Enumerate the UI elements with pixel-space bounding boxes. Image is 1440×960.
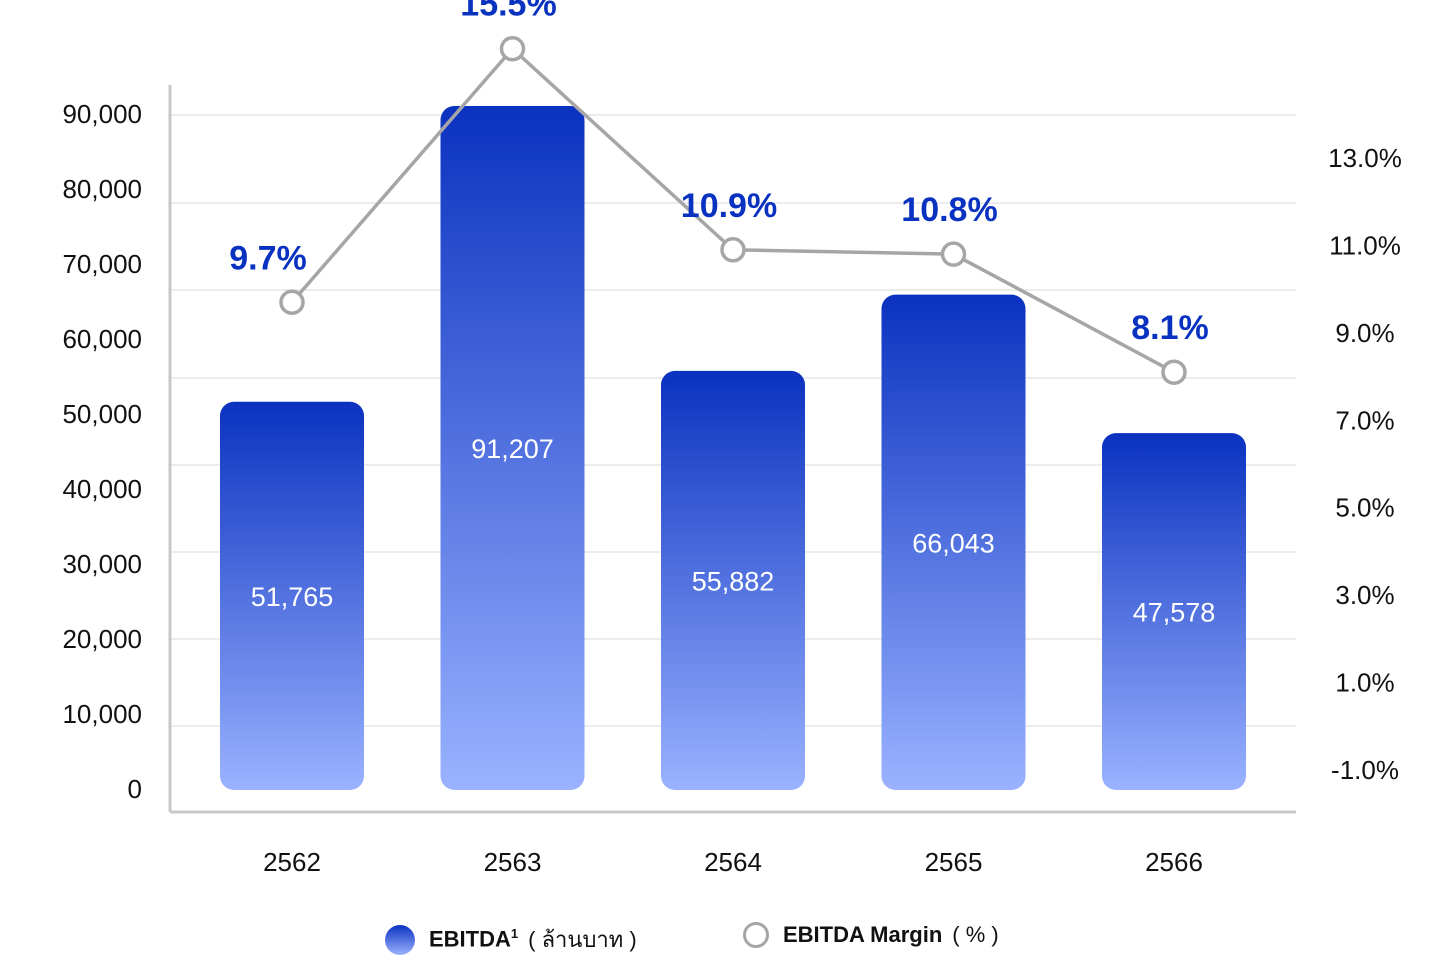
y-right-tick-label: 3.0% — [1335, 580, 1394, 610]
chart-legend: EBITDA1 ( ล้านบาท ) EBITDA Margin ( % ) — [0, 912, 1440, 960]
x-tick-label: 2566 — [1145, 847, 1203, 877]
legend-line-swatch — [743, 922, 769, 948]
y-left-tick-label: 20,000 — [62, 624, 142, 654]
bar-2562 — [220, 401, 364, 790]
y-right-tick-label: -1.0% — [1331, 755, 1399, 785]
y-left-tick-label: 0 — [128, 774, 142, 804]
bar-value-label: 91,207 — [471, 434, 554, 464]
y-left-tick-label: 80,000 — [62, 174, 142, 204]
y-left-tick-label: 60,000 — [62, 324, 142, 354]
bar-2565 — [881, 294, 1026, 790]
y-left-tick-label: 70,000 — [62, 249, 142, 279]
legend-margin-unit: ( % ) — [952, 922, 999, 947]
y-left-tick-label: 30,000 — [62, 549, 142, 579]
y-right-tick-label: 11.0% — [1329, 230, 1401, 260]
margin-value-label: 15.5% — [460, 0, 556, 24]
y-right-tick-label: 13.0% — [1328, 143, 1402, 173]
chart-canvas: 0 10,000 20,000 30,000 40,000 50,000 60,000 70,… — [62, 0, 1402, 877]
margin-value-label: 10.8% — [901, 191, 997, 229]
bar-value-label: 66,043 — [912, 528, 995, 558]
y-right-tick-label: 9.0% — [1335, 318, 1394, 348]
x-tick-label: 2564 — [704, 847, 762, 877]
y-left-tick-label: 40,000 — [62, 474, 142, 504]
margin-value-label: 8.1% — [1131, 309, 1209, 347]
legend-ebitda-superscript: 1 — [510, 926, 519, 942]
margin-value-label: 9.7% — [229, 239, 307, 277]
x-tick-label: 2565 — [925, 847, 983, 877]
margin-value-label: 10.9% — [681, 187, 777, 225]
legend-margin-name: EBITDA Margin — [783, 922, 943, 947]
margin-point-2566 — [1161, 359, 1187, 385]
margin-point-2563 — [499, 35, 526, 62]
bar-2564 — [661, 370, 805, 790]
bar-value-label: 55,882 — [692, 566, 775, 596]
bar-2566 — [1102, 433, 1246, 790]
bar-value-label: 51,765 — [251, 582, 334, 612]
legend-ebitda-unit: ( ล้านบาท ) — [528, 927, 637, 952]
margin-point-2562 — [279, 289, 305, 316]
y-right-tick-label: 5.0% — [1335, 493, 1394, 523]
legend-item-ebitda-margin: EBITDA Margin ( % ) — [743, 922, 999, 948]
margin-point-2564 — [720, 237, 746, 263]
x-tick-label: 2563 — [484, 847, 542, 877]
bar-value-label: 47,578 — [1133, 598, 1216, 628]
y-left-tick-label: 50,000 — [62, 399, 142, 429]
legend-ebitda-name: EBITDA1 — [429, 926, 519, 952]
legend-item-ebitda: EBITDA1 ( ล้านบาท ) — [385, 922, 637, 957]
legend-bar-swatch — [385, 924, 415, 955]
y-left-tick-label: 90,000 — [62, 99, 142, 129]
y-right-tick-label: 7.0% — [1335, 405, 1394, 435]
x-tick-label: 2562 — [263, 847, 321, 877]
bar-2563 — [440, 105, 585, 790]
y-right-tick-label: 1.0% — [1335, 668, 1394, 698]
margin-point-2565 — [940, 241, 967, 267]
y-left-tick-label: 10,000 — [62, 699, 142, 729]
